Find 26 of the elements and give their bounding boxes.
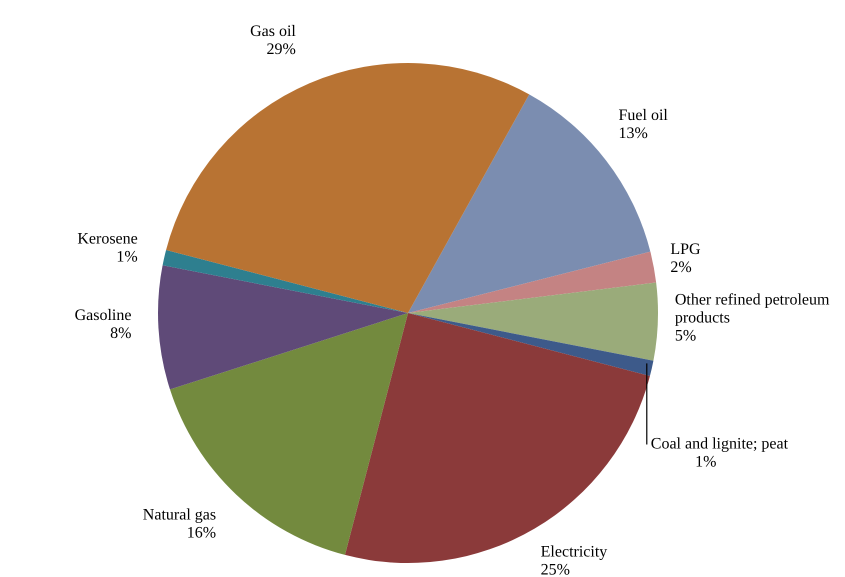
slice-label: Electricity xyxy=(540,544,608,561)
slice-label: Gas oil xyxy=(250,22,296,40)
data-label: 25% xyxy=(540,562,570,577)
pie-slice xyxy=(408,313,654,376)
slice-label: Natural gas xyxy=(142,506,216,524)
data-label: 2% xyxy=(670,258,692,276)
data-label: 13% xyxy=(618,125,648,142)
pie-slice xyxy=(408,94,650,313)
slice-label: Other refined petroleum products xyxy=(674,291,830,326)
data-label: 16% xyxy=(186,524,216,542)
slice-label: Coal and lignite; peat xyxy=(650,435,789,452)
pie-slice xyxy=(166,63,530,313)
slice-label: Fuel oil xyxy=(618,107,668,124)
slice-label: Gasoline xyxy=(74,307,132,324)
data-label: 8% xyxy=(110,325,132,342)
pie-slice xyxy=(408,282,658,361)
data-label: 1% xyxy=(116,248,138,266)
slice-label: Kerosene xyxy=(77,230,138,248)
pie-slice xyxy=(162,250,408,313)
data-label: 29% xyxy=(266,40,296,58)
data-label: 1% xyxy=(695,453,716,470)
slice-label: LPG xyxy=(670,240,702,258)
pie-slice xyxy=(408,252,656,313)
data-label: 5% xyxy=(674,327,696,344)
pie-slice xyxy=(344,313,650,563)
pie-slice xyxy=(158,265,408,390)
